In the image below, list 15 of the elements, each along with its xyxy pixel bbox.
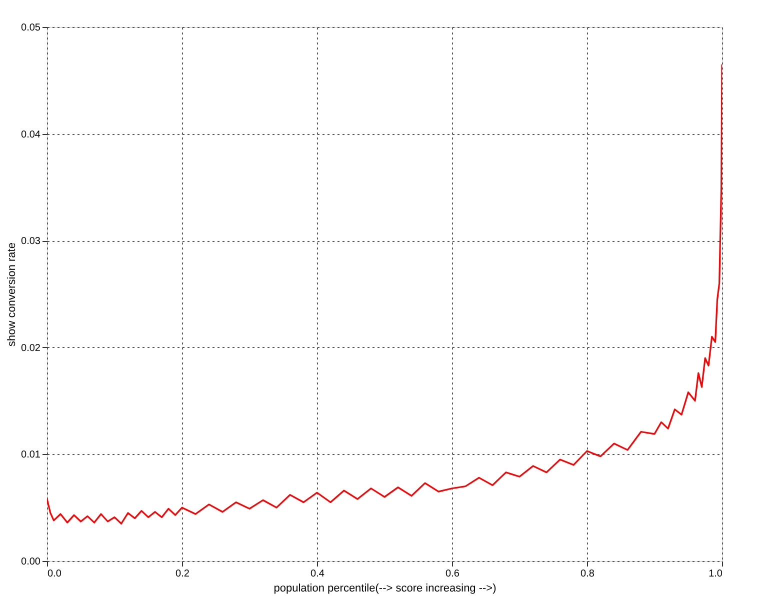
y-tick-label: 0.02 <box>21 342 41 354</box>
y-tick-label: 0.03 <box>21 236 41 248</box>
x-tick-label: 0.4 <box>310 568 325 580</box>
y-axis-title: show conversion rate <box>6 242 18 346</box>
y-tick-label: 0.05 <box>21 22 41 34</box>
x-tick-label: 0.8 <box>580 568 595 580</box>
x-axis-title: population percentile(--> score increasing -->) <box>274 582 496 594</box>
x-tick-label: 0.2 <box>176 568 190 580</box>
y-tick-label: 0.01 <box>21 450 41 461</box>
x-tick-label: 0.0 <box>48 568 62 580</box>
y-tick-label: 0.04 <box>21 129 41 140</box>
x-tick-label: 0.6 <box>446 568 460 580</box>
x-tick-label: 1.0 <box>708 568 723 580</box>
y-tick-label: 0.00 <box>21 556 41 568</box>
line-series <box>47 64 722 524</box>
